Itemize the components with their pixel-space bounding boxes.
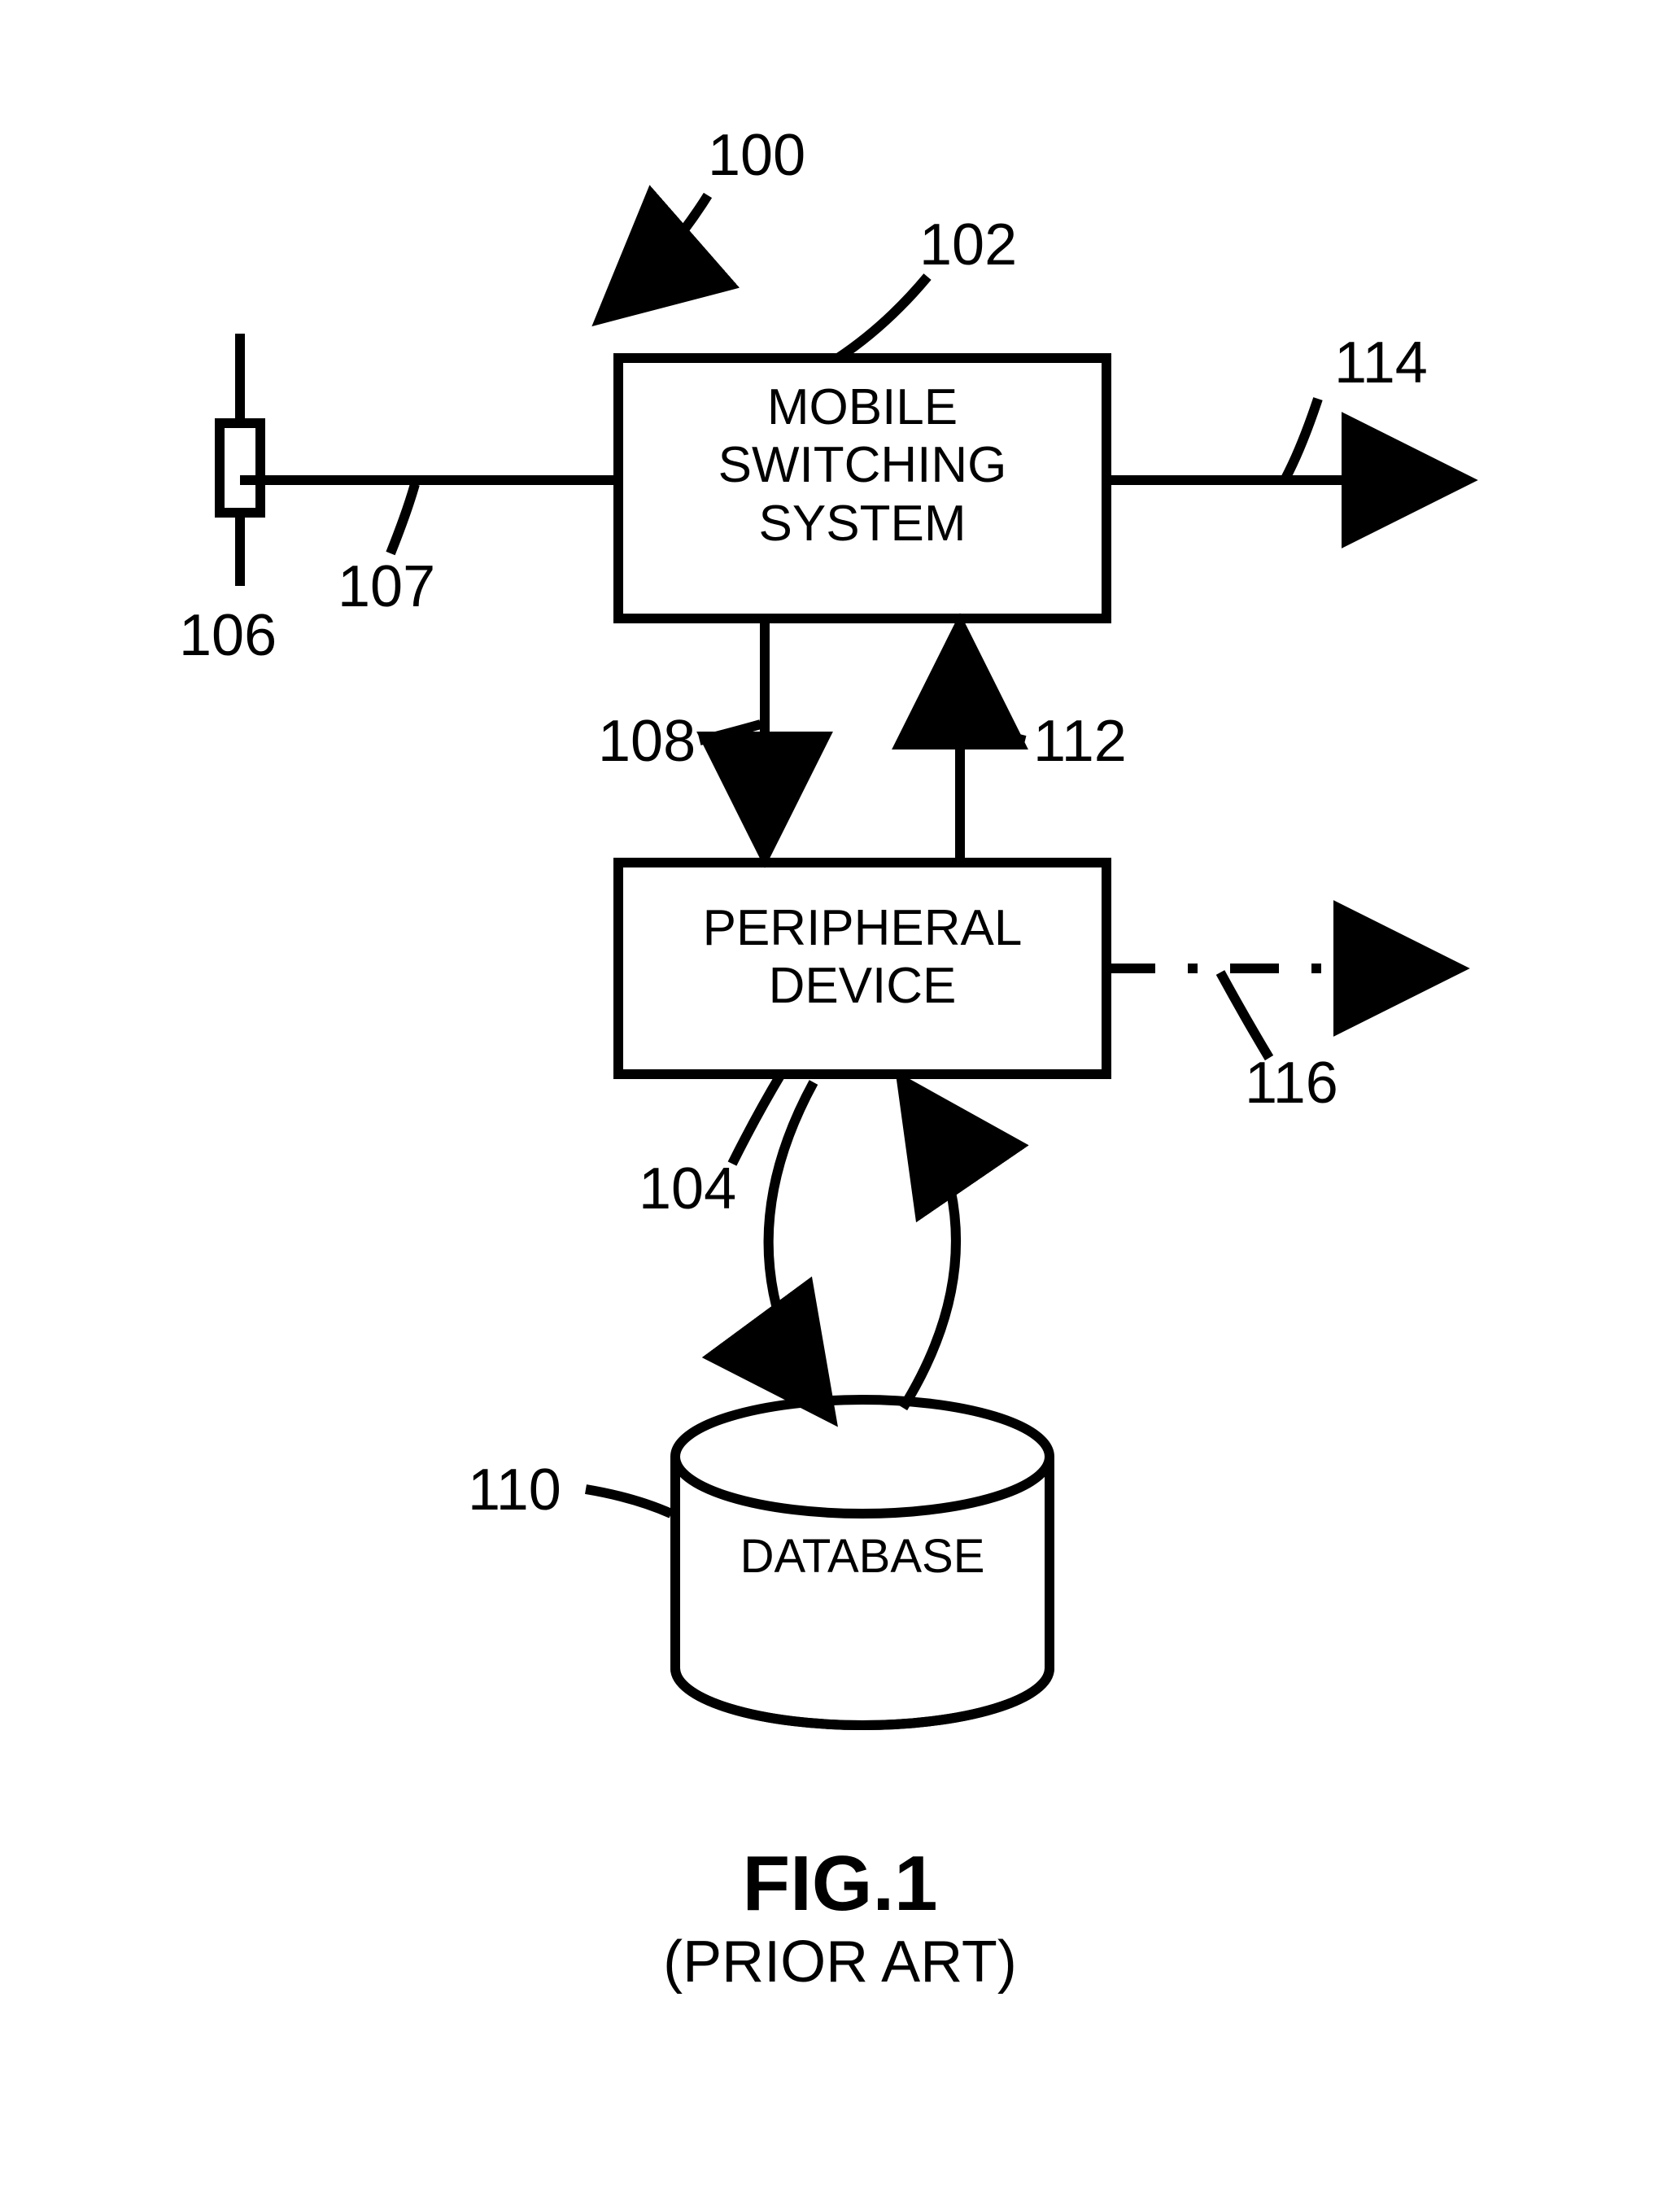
- db-label: DATABASE: [675, 1530, 1049, 1584]
- leader-110: [586, 1489, 671, 1514]
- figure-caption: FIG.1 (PRIOR ART): [0, 1839, 1680, 1995]
- link-pd-db-down: [769, 1082, 830, 1416]
- pd-label: PERIPHERAL DEVICE: [618, 899, 1106, 1016]
- pd-l2: DEVICE: [769, 958, 957, 1014]
- leader-107: [391, 484, 415, 553]
- mss-l2: SWITCHING: [718, 437, 1007, 493]
- diagram-canvas: MOBILE SWITCHING SYSTEM PERIPHERAL DEVIC…: [0, 0, 1680, 2185]
- ref-102: 102: [919, 212, 1017, 278]
- ref-107: 107: [338, 553, 435, 620]
- link-pd-db-up: [903, 1082, 956, 1408]
- leader-100: [602, 195, 708, 317]
- leader-108: [700, 724, 761, 741]
- pd-l1: PERIPHERAL: [703, 900, 1023, 956]
- mss-l1: MOBILE: [767, 379, 958, 435]
- ref-110: 110: [468, 1457, 561, 1523]
- leader-116: [1220, 972, 1269, 1058]
- leader-104: [732, 1074, 781, 1164]
- ref-106: 106: [179, 602, 277, 669]
- leader-112: [964, 724, 1025, 741]
- caption-sub: (PRIOR ART): [0, 1929, 1680, 1995]
- mss-l3: SYSTEM: [759, 496, 967, 552]
- leader-114: [1285, 399, 1318, 479]
- ref-100: 100: [708, 122, 805, 189]
- leader-102: [838, 277, 927, 358]
- mss-label: MOBILE SWITCHING SYSTEM: [618, 378, 1106, 553]
- ref-104: 104: [639, 1156, 736, 1222]
- antenna-icon: [220, 334, 260, 586]
- caption-title: FIG.1: [0, 1839, 1680, 1929]
- ref-116: 116: [1245, 1050, 1338, 1117]
- ref-114: 114: [1334, 330, 1428, 396]
- ref-108: 108: [598, 708, 696, 775]
- ref-112: 112: [1033, 708, 1127, 775]
